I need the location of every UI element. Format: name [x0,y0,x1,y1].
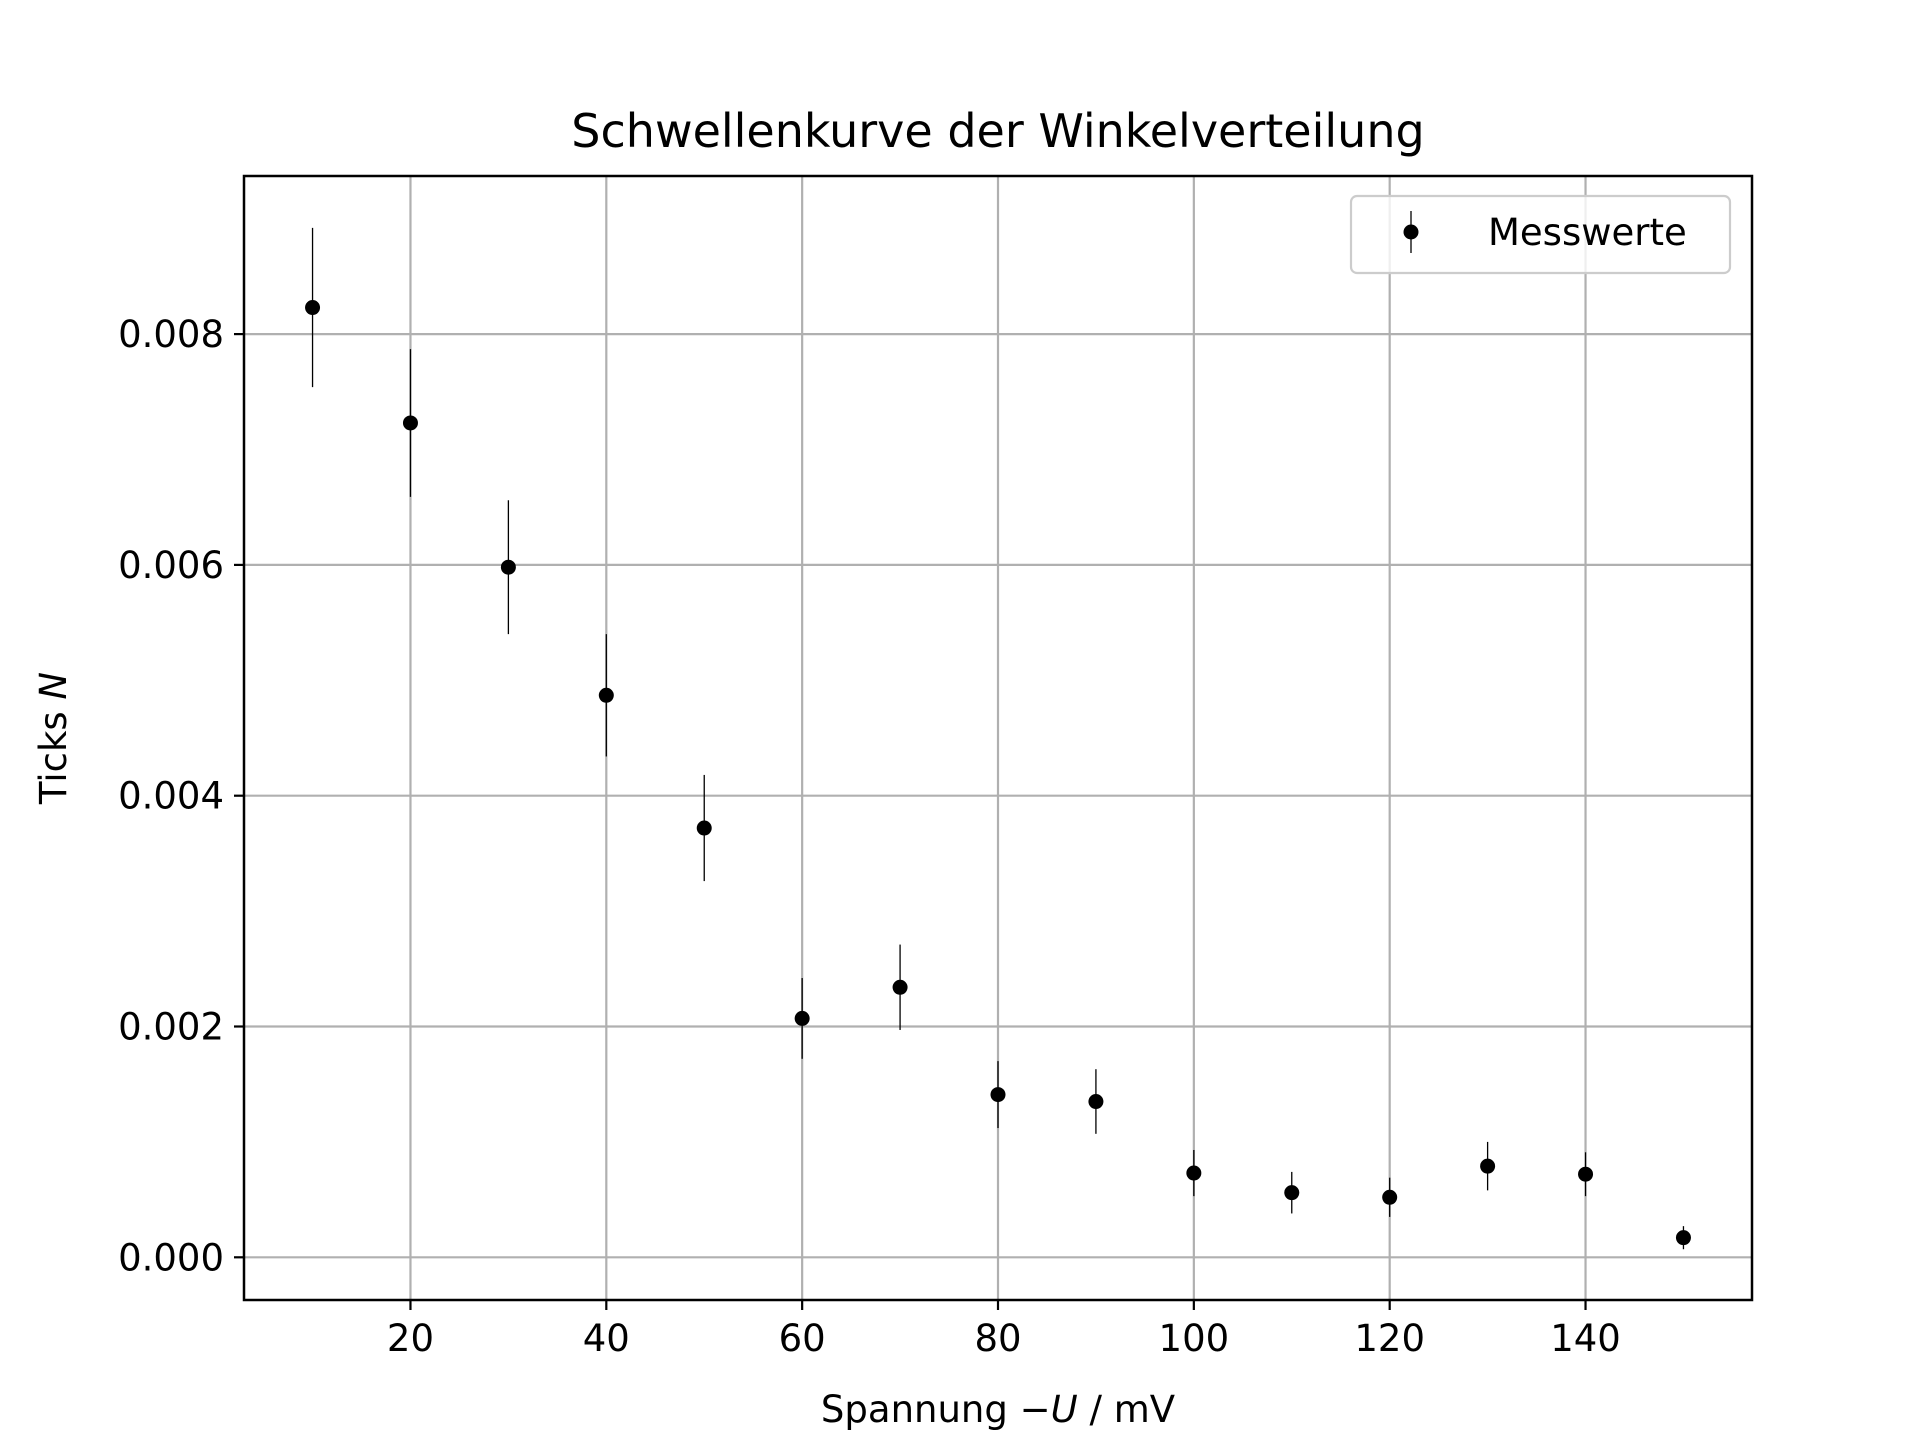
data-point [794,1010,810,1026]
legend-label: Messwerte [1488,211,1687,254]
data-point [1578,1166,1594,1182]
y-axis-ticks: 0.000 0.002 0.004 0.006 0.008 [118,313,244,1279]
y-axis-label-prefix: Ticks [32,700,75,806]
y-tick-label: 0.000 [118,1236,224,1279]
data-point [1088,1094,1104,1110]
data-point [696,820,712,836]
x-tick-label: 120 [1354,1317,1425,1360]
x-axis-label: Spannung −U / mV [821,1388,1175,1431]
data-point [305,300,321,316]
data-point [990,1087,1006,1103]
legend: Messwerte [1349,194,1732,275]
data-point [500,559,516,575]
x-tick-label: 40 [583,1317,630,1360]
y-tick-label: 0.002 [118,1006,224,1049]
legend-marker [1403,224,1419,240]
data-point [1284,1185,1300,1201]
x-axis-label-variable: U [1051,1388,1078,1431]
x-axis-ticks: 20 40 60 80 100 120 140 [387,1300,1621,1360]
y-tick-label: 0.006 [118,544,224,587]
y-axis-label: Ticks N [32,672,75,805]
x-axis-label-prefix: Spannung − [821,1388,1051,1431]
chart-title: Schwellenkurve der Winkelverteilung [571,104,1424,158]
x-axis-label-suffix: / mV [1078,1388,1175,1431]
data-point [1186,1165,1202,1181]
x-tick-label: 80 [974,1317,1021,1360]
data-point [1382,1189,1398,1205]
data-point [892,979,908,995]
y-axis-label-variable: N [32,672,75,700]
x-tick-label: 60 [779,1317,826,1360]
data-points [305,300,1691,1246]
x-tick-label: 100 [1159,1317,1230,1360]
x-tick-label: 140 [1550,1317,1621,1360]
legend-box [1349,194,1732,275]
data-point [1675,1230,1691,1246]
y-tick-label: 0.008 [118,313,224,356]
data-point [598,687,614,703]
y-tick-label: 0.004 [118,775,224,818]
data-point [402,415,418,431]
data-point [1480,1158,1496,1174]
x-tick-label: 20 [387,1317,434,1360]
